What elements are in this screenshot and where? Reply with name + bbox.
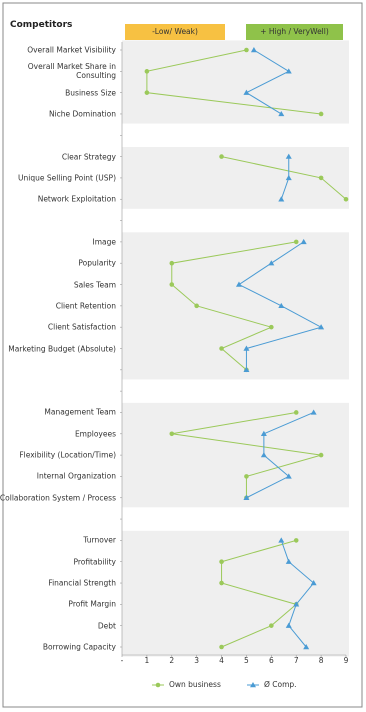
y-tick-label: Network Exploitation (37, 194, 116, 204)
section-band (122, 147, 349, 209)
data-point (318, 324, 325, 330)
high-box: + High / VeryWell) (246, 24, 343, 40)
data-point (278, 196, 285, 202)
y-tick-label: Client Satisfaction (47, 322, 116, 332)
data-point (194, 303, 199, 309)
x-tick-label: 8 (319, 656, 324, 665)
y-tick-label: Overall Market Visibility (27, 45, 116, 55)
frame (2, 2, 363, 708)
data-point (278, 302, 285, 309)
data-point (243, 366, 250, 373)
data-point (243, 89, 250, 95)
data-point (260, 430, 267, 436)
data-point (318, 175, 324, 181)
data-point (285, 473, 292, 479)
data-point (293, 410, 299, 415)
y-tick-label: Profit Margin (68, 599, 116, 609)
y-tick-label: Management Team (44, 407, 116, 417)
data-point (243, 345, 250, 351)
y-tick-label: Overall Market Share in Consulting (27, 62, 116, 81)
x-tick-label: 7 (294, 656, 299, 665)
chart-title: Competitors (10, 20, 73, 30)
data-point (219, 559, 224, 565)
x-tick-label: 1 (144, 656, 149, 665)
legend-marker (250, 682, 256, 688)
data-point (293, 239, 299, 245)
data-point (144, 90, 150, 95)
y-tick-label: Financial Strength (48, 578, 116, 588)
data-point (278, 110, 285, 117)
data-point (250, 47, 257, 53)
y-tick-label: Borrowing Capacity (42, 642, 116, 652)
y-tick-label: Flexibility (Location/Time) (19, 450, 116, 460)
legend-marker (155, 682, 161, 688)
x-tick-label: 2 (169, 656, 174, 665)
data-point (144, 69, 150, 74)
data-point (169, 431, 175, 437)
data-point (219, 346, 224, 351)
data-point (285, 558, 292, 564)
x-tick-label: 5 (244, 656, 249, 665)
data-point (219, 580, 224, 586)
legend-label: Ø Comp. (264, 680, 297, 689)
data-point (303, 644, 310, 650)
y-tick-label: Employees (74, 429, 116, 439)
data-point (293, 601, 300, 607)
section-band (122, 402, 349, 508)
y-tick-label: Turnover (83, 535, 116, 545)
y-tick-label: Debt (97, 621, 116, 631)
y-tick-label: Collaboration System / Process (0, 493, 116, 503)
data-point (219, 644, 224, 650)
y-tick-label: Business Size (65, 88, 116, 98)
data-point (285, 622, 292, 628)
data-point (268, 260, 275, 266)
y-tick-label: Popularity (78, 258, 116, 268)
x-tick-label: 9 (344, 656, 349, 665)
x-tick-label: 6 (269, 656, 274, 665)
data-point (310, 580, 317, 586)
y-tick-label: Profitability (73, 557, 116, 567)
data-point (318, 452, 324, 458)
data-point (169, 260, 175, 266)
section-band (122, 40, 349, 124)
y-tick-label: Niche Domination (48, 109, 116, 119)
data-point (235, 281, 242, 287)
y-tick-label: Client Retention (55, 301, 116, 311)
data-point (219, 154, 224, 159)
data-point (285, 174, 292, 181)
data-point (343, 196, 349, 202)
x-tick-label: 4 (219, 656, 224, 665)
x-tick-label: - (121, 656, 124, 665)
y-tick-label: Marketing Budget (Absolute) (8, 344, 116, 353)
section-band (122, 530, 349, 657)
legend-label: Own business (169, 680, 221, 689)
data-point (293, 538, 299, 543)
data-point (278, 537, 285, 543)
x-tick-label: 3 (194, 656, 199, 665)
data-point (300, 238, 307, 245)
data-point (244, 474, 249, 479)
y-tick-label: Internal Organization (36, 471, 116, 481)
section-band (122, 232, 349, 380)
y-tick-label: Clear Strategy (61, 152, 116, 162)
y-tick-label: Unique Selling Point (USP) (18, 173, 116, 183)
y-tick-label: Image (92, 237, 117, 247)
data-point (269, 324, 274, 330)
data-point (260, 452, 267, 458)
data-point (169, 282, 175, 287)
data-point (243, 494, 250, 500)
data-point (269, 623, 274, 628)
data-point (285, 68, 292, 74)
data-point (318, 111, 324, 117)
data-point (285, 153, 292, 159)
data-point (310, 409, 317, 415)
y-tick-label: Sales Team (73, 280, 116, 290)
data-point (244, 47, 249, 53)
low-box: -Low/ Weak) (125, 24, 225, 40)
